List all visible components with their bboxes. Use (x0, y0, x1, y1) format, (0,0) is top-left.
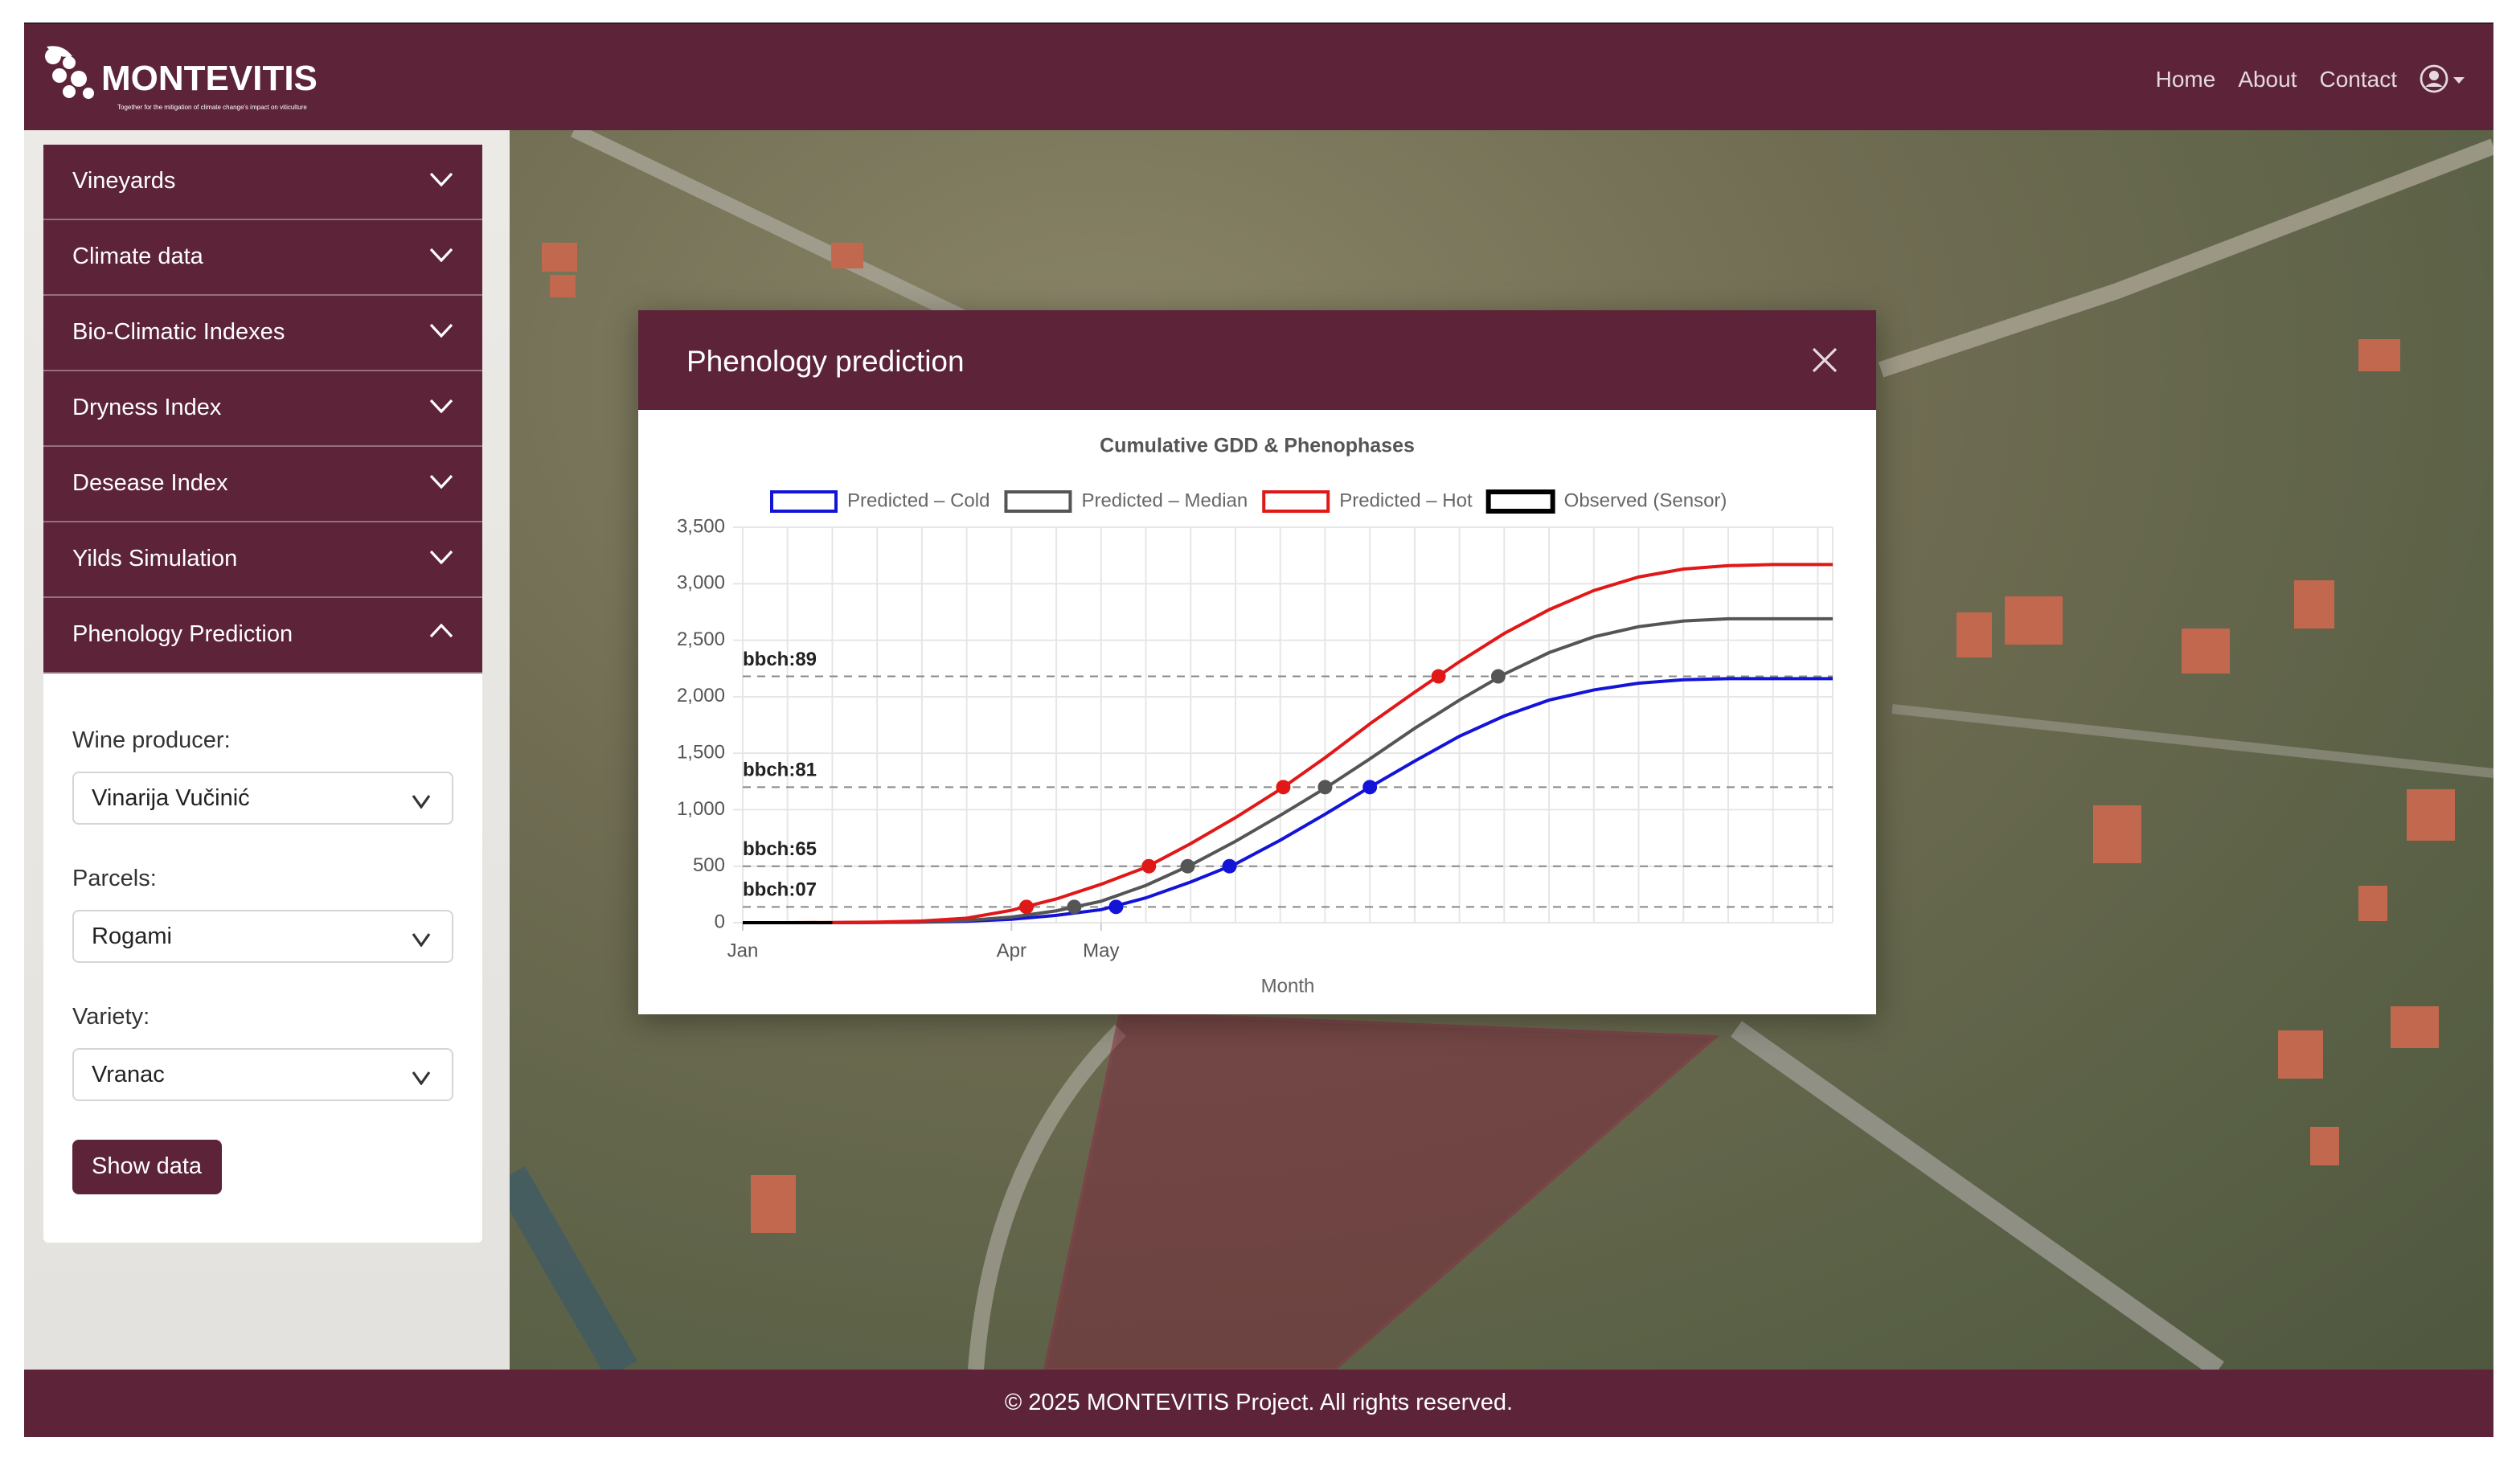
nav-link[interactable]: About (2238, 66, 2297, 92)
select[interactable]: Vinarija Vučinić (72, 772, 453, 825)
phenophase-point (1362, 780, 1378, 795)
select[interactable]: Vranac (72, 1048, 453, 1101)
chevron (429, 323, 453, 338)
accordion-item[interactable]: Bio-Climatic Indexes (43, 296, 482, 371)
chevron (429, 550, 453, 564)
x-tick-label: Apr (997, 940, 1026, 961)
accordion-item[interactable]: Vineyards (43, 145, 482, 220)
legend-swatch (1262, 490, 1330, 513)
show-data-button[interactable]: Show data (72, 1140, 222, 1194)
legend-label: Observed (Sensor) (1564, 489, 1727, 511)
chevron (429, 474, 453, 489)
legend-label: Predicted – Median (1081, 489, 1248, 511)
accordion-title: Vineyards (72, 169, 176, 195)
x-tick-label: Jan (727, 940, 759, 961)
nav-link[interactable]: Contact (2319, 66, 2398, 92)
select-value: Vinarija Vučinić (92, 786, 250, 812)
phenophase-label: bbch:07 (743, 879, 817, 901)
accordion-title: Desease Index (72, 471, 228, 497)
form: Wine producer: Vinarija Vučinić Parcels: Ro… (43, 674, 482, 1243)
series-line (743, 677, 1833, 924)
phenophase-point (1490, 669, 1506, 684)
accordion-item[interactable]: Yilds Simulation (43, 522, 482, 598)
y-tick-label: 0 (715, 911, 725, 932)
chevron (429, 624, 453, 638)
legend-label: Predicted – Cold (847, 489, 990, 511)
series-line (743, 563, 1833, 924)
map-imagery (494, 123, 2493, 1379)
series-line (743, 616, 1833, 924)
close-button[interactable] (1812, 347, 1838, 373)
modal: Phenology prediction Cumulative GDD & Ph… (638, 310, 1876, 1014)
accordion-item[interactable]: Climate data (43, 220, 482, 296)
legend-swatch (1004, 490, 1072, 513)
phenophase-label: bbch:65 (743, 838, 817, 860)
y-tick-label: 1,000 (677, 798, 725, 820)
accordion-title: Bio-Climatic Indexes (72, 320, 285, 346)
phenophase-point (1222, 858, 1237, 874)
chevron (412, 795, 431, 809)
accordion-title: Climate data (72, 244, 203, 270)
field-label: Wine producer: (72, 728, 231, 754)
form-fields: Wine producer: Vinarija Vučinić Parcels: Ro… (72, 728, 453, 1101)
legend-swatch (770, 490, 838, 513)
legend-swatch (1485, 489, 1555, 514)
chevron (429, 399, 453, 413)
modal-title: Phenology prediction (686, 344, 965, 378)
chart-title: Cumulative GDD & Phenophases (1100, 435, 1415, 457)
logo-tagline: Together for the mitigation of climate c… (117, 104, 307, 111)
footer: © 2025 MONTEVITIS Project. All rights re… (24, 1370, 2493, 1437)
chevron (412, 933, 431, 947)
legend-label: Predicted – Hot (1339, 489, 1473, 511)
header: MONTEVITIS Together for the mitigation o… (24, 23, 2493, 130)
footer-text: © 2025 MONTEVITIS Project. All rights re… (1004, 1390, 1514, 1416)
phenophase-point (1276, 780, 1291, 795)
app: MONTEVITIS Together for the mitigation o… (24, 23, 2493, 1437)
y-tick-label: 2,500 (677, 629, 725, 650)
y-tick-label: 3,500 (677, 515, 725, 537)
accordion-item[interactable]: Dryness Index (43, 371, 482, 447)
phenophase-label: bbch:89 (743, 649, 817, 670)
phenophase-point (1141, 858, 1157, 874)
select-value: Rogami (92, 924, 172, 950)
select[interactable]: Rogami (72, 910, 453, 963)
phenophase-point (1180, 858, 1195, 874)
field-label: Variety: (72, 1005, 150, 1030)
y-tick-label: 1,500 (677, 741, 725, 763)
x-tick-label: May (1083, 940, 1119, 961)
chevron (429, 248, 453, 262)
accordion: Vineyards Climate data Bio-Climatic Indexe… (43, 145, 482, 674)
y-tick-label: 3,000 (677, 572, 725, 594)
chart: Cumulative GDD & Phenophases Month 0 500 1… (677, 435, 1834, 997)
chevron (412, 1071, 431, 1085)
phenophase-point (1431, 669, 1446, 684)
phenophase-point (1317, 780, 1333, 795)
accordion-item[interactable]: Desease Index (43, 447, 482, 522)
accordion-title: Phenology Prediction (72, 622, 293, 648)
modal-header: Phenology prediction (638, 310, 1876, 410)
logo-text: MONTEVITIS (101, 59, 318, 98)
field-label: Parcels: (72, 866, 157, 892)
phenophase-point (1108, 899, 1124, 915)
accordion-item[interactable]: Phenology Prediction (43, 598, 482, 674)
accordion-title: Dryness Index (72, 395, 222, 421)
user-menu[interactable] (2420, 63, 2468, 95)
nav-link[interactable]: Home (2155, 66, 2216, 92)
phenophase-point (1067, 899, 1082, 915)
nav: Home About Contact (2156, 63, 2468, 95)
logo: MONTEVITIS Together for the mitigation o… (45, 46, 318, 111)
phenophase-label: bbch:81 (743, 760, 817, 781)
chevron (429, 172, 453, 186)
x-axis-label: Month (1261, 975, 1315, 997)
y-tick-label: 2,000 (677, 685, 725, 706)
accordion-title: Yilds Simulation (72, 547, 238, 572)
select-value: Vranac (92, 1063, 165, 1088)
sidebar-panel: Vineyards Climate data Bio-Climatic Indexe… (43, 145, 482, 1243)
phenophase-point (1018, 899, 1034, 915)
y-tick-label: 500 (693, 854, 725, 876)
